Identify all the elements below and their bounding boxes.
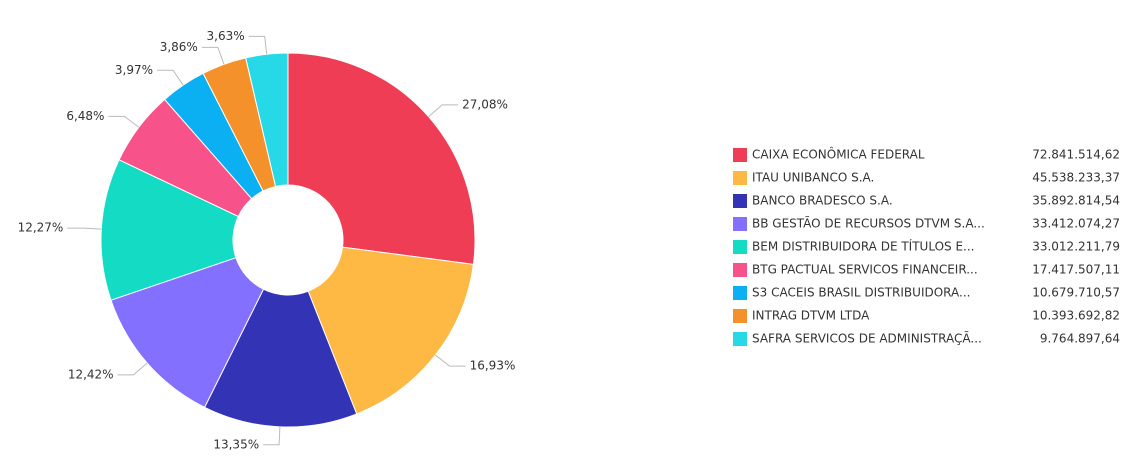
legend-label: BEM DISTRIBUIDORA DE TÍTULOS E... [752, 239, 974, 254]
legend-label: ITAU UNIBANCO S.A. [752, 171, 874, 185]
leader-line [248, 35, 268, 55]
slice-label: 3,86% [160, 40, 198, 54]
legend-value: 72.841.514,62 [1032, 148, 1120, 162]
legend-label: CAIXA ECONÔMICA FEDERAL [752, 147, 925, 162]
slice [100, 159, 239, 301]
legend-swatch [733, 217, 747, 231]
slice-label: 3,63% [207, 29, 245, 43]
slice [110, 257, 265, 409]
legend-value: 33.412.074,27 [1032, 217, 1120, 231]
legend-swatch [733, 194, 747, 208]
legend-value: 9.764.897,64 [1040, 332, 1120, 346]
slice [307, 246, 474, 415]
legend-swatch [733, 171, 747, 185]
leader-line [67, 227, 102, 230]
legend-value: 35.892.814,54 [1032, 194, 1120, 208]
leader-line [108, 115, 140, 128]
slice [287, 52, 476, 265]
leader-line [117, 362, 148, 376]
slice-label: 13,35% [213, 437, 259, 451]
legend-label: BTG PACTUAL SERVICOS FINANCEIR... [752, 263, 978, 277]
slice-label: 3,97% [115, 63, 153, 77]
legend-value: 10.393.692,82 [1032, 309, 1120, 323]
legend-label: BB GESTÃO DE RECURSOS DTVM S.A... [752, 216, 985, 231]
slice-label: 12,42% [68, 367, 114, 381]
legend-swatch [733, 240, 747, 254]
slice-label: 27,08% [462, 97, 508, 111]
legend-label: SAFRA SERVICOS DE ADMINISTRAÇÃ... [752, 331, 982, 346]
leader-line [201, 46, 225, 65]
slice-label: 12,27% [18, 221, 64, 235]
legend-label: S3 CACEIS BRASIL DISTRIBUIDORA... [752, 286, 970, 300]
legend-label: INTRAG DTVM LTDA [752, 309, 870, 323]
legend-value: 33.012.211,79 [1032, 240, 1120, 254]
slice [245, 52, 289, 188]
slice-label: 16,93% [470, 359, 516, 373]
legend-swatch [733, 332, 747, 346]
leader-line [428, 104, 459, 118]
legend-swatch [733, 286, 747, 300]
leader-line [435, 354, 466, 367]
legend-swatch [733, 148, 747, 162]
legend-value: 45.538.233,37 [1032, 171, 1120, 185]
leader-line [157, 69, 184, 86]
legend-label: BANCO BRADESCO S.A. [752, 194, 893, 208]
legend-value: 17.417.507,11 [1032, 263, 1120, 277]
legend-swatch [733, 263, 747, 277]
slice-label: 6,48% [66, 109, 104, 123]
slice [203, 288, 358, 428]
leader-line [263, 426, 281, 446]
legend-value: 10.679.710,57 [1032, 286, 1120, 300]
legend-swatch [733, 309, 747, 323]
